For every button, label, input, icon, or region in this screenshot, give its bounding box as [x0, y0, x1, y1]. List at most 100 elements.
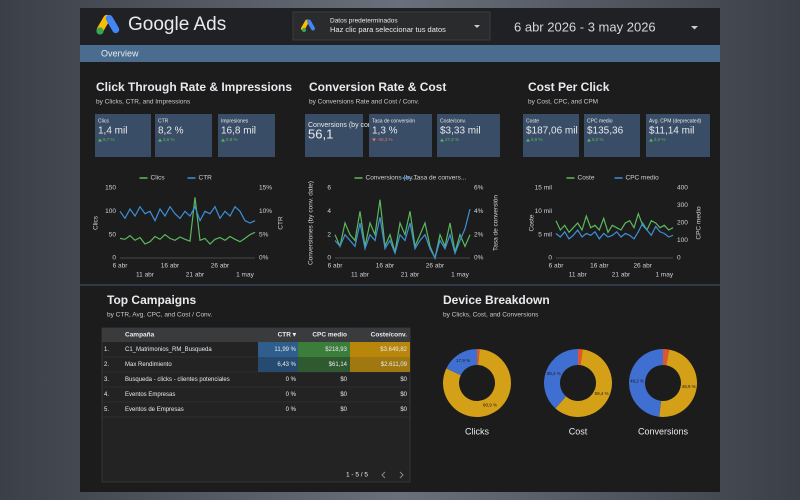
- dropdown-arrow: [474, 25, 480, 28]
- y2-tick-label: 200: [677, 220, 688, 227]
- donut-slice: [659, 349, 697, 417]
- table-cell: 2.: [104, 362, 109, 368]
- scorecard-value: $11,14 mil: [649, 126, 694, 137]
- section-subtitle: by CTR, Avg. CPC, and Cost / Conv.: [107, 312, 212, 319]
- series-line: [334, 199, 471, 260]
- heat-cell: [350, 342, 410, 357]
- scorecard: [584, 114, 640, 157]
- tab-overview[interactable]: Overview: [101, 48, 139, 58]
- x-tick-label: 11 abr: [351, 272, 370, 279]
- donut-slice: [443, 349, 512, 417]
- scorecard-label: Impresiones: [221, 118, 249, 124]
- date-dropdown-arrow: [691, 26, 698, 30]
- y2-axis-title: CTR: [278, 216, 285, 230]
- trend-arrow: [372, 138, 376, 142]
- x-tick-label: 1 may: [236, 272, 254, 279]
- x-tick-label: 1 may: [655, 272, 673, 279]
- table-header: [102, 328, 410, 342]
- y2-tick-label: 10%: [259, 208, 272, 215]
- slice-label: 59,4 %: [595, 391, 609, 396]
- donut-title: Cost: [569, 426, 588, 436]
- y2-tick-label: 5%: [259, 231, 269, 238]
- heat-cell: [350, 357, 410, 372]
- table-cell: 5.: [104, 407, 109, 413]
- section-subtitle: by Clicks, Cost, and Conversions: [443, 312, 539, 319]
- section-title: Click Through Rate & Impressions: [96, 80, 292, 94]
- tab-bar: [80, 45, 720, 62]
- x-tick-label: 16 abr: [376, 263, 395, 270]
- scorecard-label: CPC medio: [587, 118, 613, 124]
- x-tick-label: 26 abr: [211, 263, 230, 270]
- section-title: Conversion Rate & Cost: [309, 80, 446, 94]
- y-tick-label: 150: [105, 185, 116, 192]
- y2-tick-label: 4%: [474, 208, 484, 215]
- donut-slice: [663, 349, 670, 366]
- page-prev: [381, 471, 386, 479]
- data-source-selector[interactable]: [292, 11, 491, 41]
- donut-slice: [555, 349, 612, 417]
- x-tick-label: 26 abr: [426, 263, 445, 270]
- table-cell: $218,93: [325, 347, 347, 353]
- scorecard-value: 16,8 mil: [221, 126, 256, 137]
- trend-arrow: [98, 138, 102, 142]
- series-line: [119, 205, 256, 224]
- scorecard-label: Clics: [98, 118, 109, 124]
- source-hint: Haz clic para seleccionar tus datos: [330, 25, 446, 34]
- table-cell: $0: [400, 377, 407, 383]
- column-header: Campaña: [125, 332, 155, 339]
- donut-title: Conversions: [638, 426, 689, 436]
- table-cell: Eventos de Empresas: [125, 407, 184, 413]
- section-title: Top Campaigns: [107, 293, 196, 307]
- scorecard-value: 1,3 %: [372, 126, 398, 137]
- donut-title: Clicks: [465, 426, 489, 436]
- donut-slice: [544, 349, 578, 409]
- scorecard-delta: 6,8 %: [226, 137, 238, 142]
- heat-cell: [298, 357, 350, 372]
- slice-label: 38,4 %: [547, 371, 561, 376]
- pagination: 1 - 5 / 5: [346, 472, 368, 479]
- scorecard: [437, 114, 500, 157]
- y2-tick-label: 0%: [474, 255, 484, 262]
- y-tick-label: 2: [327, 231, 331, 238]
- table-cell: 11,99 %: [274, 347, 296, 353]
- legend-label: Coste: [578, 175, 595, 182]
- x-tick-label: 6 abr: [113, 263, 129, 270]
- table-cell: $0: [400, 407, 407, 413]
- scorecard: [155, 114, 212, 157]
- table-cell: 4.: [104, 392, 109, 398]
- legend-label: Tasa de convers...: [414, 175, 467, 182]
- y-tick-label: 15 mil: [535, 185, 553, 192]
- x-tick-label: 11 abr: [569, 272, 588, 279]
- y2-tick-label: 2%: [474, 231, 484, 238]
- scorecard-delta: 3,6 %: [163, 137, 175, 142]
- table-cell: $0: [340, 392, 347, 398]
- column-header: Coste/conv.: [371, 332, 408, 339]
- y-tick-label: 10 mil: [535, 208, 553, 215]
- brand: Google Ads: [128, 14, 226, 35]
- scorecard-label: Coste: [526, 118, 539, 124]
- y-axis-title: Clics: [93, 215, 100, 230]
- y-tick-label: 100: [105, 208, 116, 215]
- section-title: Cost Per Click: [528, 80, 610, 94]
- scorecard-label: Coste/conv.: [440, 118, 466, 124]
- table-cell: 0 %: [286, 407, 297, 413]
- scorecard-value: $135,36: [587, 126, 624, 137]
- date-range[interactable]: 6 abr 2026 - 3 may 2026: [514, 19, 656, 34]
- y2-axis-title: CPC medio: [696, 206, 703, 240]
- donut-slice: [578, 349, 583, 366]
- table-cell: 0 %: [286, 377, 297, 383]
- scorecard-value: 56,1: [308, 126, 333, 141]
- x-tick-label: 6 abr: [549, 263, 565, 270]
- page-next: [399, 471, 404, 479]
- slice-label: 17,9 %: [456, 358, 470, 363]
- source-title: Datos predeterminados: [330, 18, 398, 25]
- section-subtitle: by Cost, CPC, and CPM: [528, 99, 598, 106]
- scorecard-value: 1,4 mil: [98, 126, 127, 137]
- scorecard-delta: -40,3 %: [377, 137, 393, 142]
- column-header: CTR ▾: [278, 332, 297, 339]
- y2-tick-label: 15%: [259, 185, 272, 192]
- y2-tick-label: 0%: [259, 255, 269, 262]
- legend-label: CPC medio: [626, 175, 660, 182]
- table-cell: Max Rendimiento: [125, 362, 172, 368]
